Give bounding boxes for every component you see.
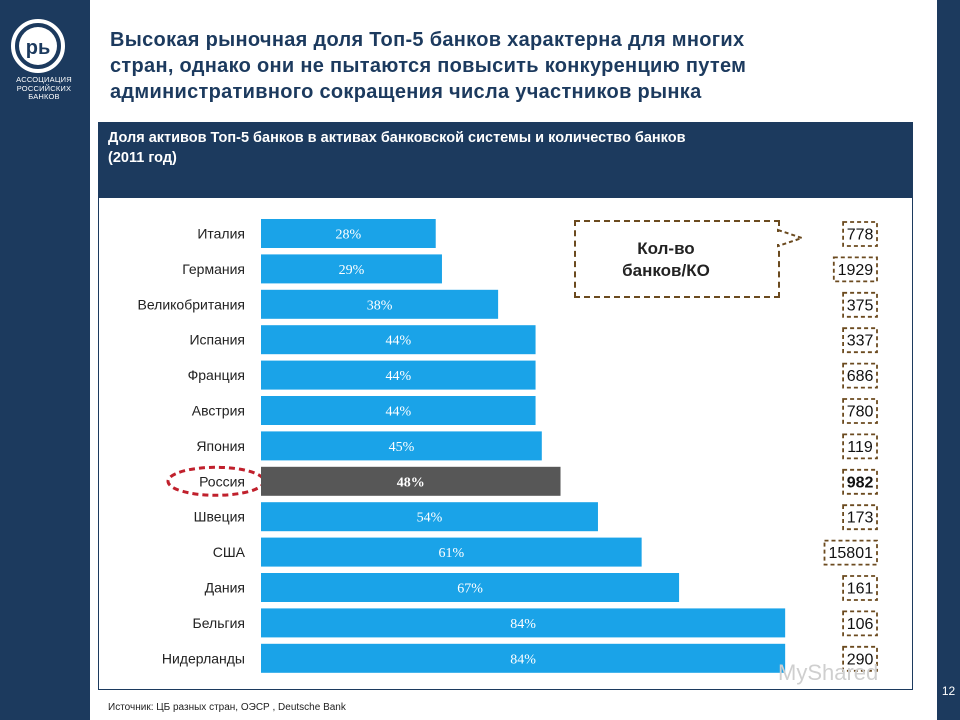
bank-count: 106	[847, 616, 874, 633]
bank-count: 337	[847, 333, 874, 350]
bar	[261, 573, 680, 602]
chart-title-line-1: Доля активов Топ-5 банков в активах банк…	[108, 130, 686, 146]
bank-count-box	[842, 362, 878, 389]
bank-count: 982	[847, 474, 874, 491]
data-label: 28%	[336, 228, 362, 243]
bar	[261, 502, 598, 532]
legend-label: Кол-во банков/КО	[576, 238, 756, 282]
category-label: Великобритания	[137, 296, 245, 312]
logo-emblem-icon: рь	[11, 19, 65, 73]
data-label: 61%	[438, 546, 464, 561]
category-label: Россия	[199, 473, 245, 489]
bank-count: 173	[847, 510, 874, 527]
bank-count-box	[842, 327, 878, 354]
right-side-band	[937, 0, 960, 720]
bank-count: 686	[847, 368, 874, 385]
chart-title: Доля активов Топ-5 банков в активах банк…	[108, 128, 888, 168]
category-label: Швеция	[194, 509, 245, 525]
logo-line-2: РОССИЙСКИХ	[16, 83, 72, 93]
bank-count-box	[842, 575, 878, 601]
category-label: Бельгия	[193, 615, 245, 631]
bank-count: 290	[847, 651, 874, 668]
bank-count-legend-callout: Кол-во банков/КО	[574, 220, 780, 298]
slide-title-line-3: административного сокращения числа участ…	[110, 81, 702, 103]
category-label: США	[213, 544, 246, 560]
bar	[261, 360, 536, 390]
bar	[261, 289, 499, 319]
data-label: 84%	[510, 617, 536, 632]
data-label: 54%	[417, 511, 443, 526]
data-label: 38%	[367, 298, 393, 313]
category-label: Германия	[182, 261, 245, 277]
bank-count-box	[842, 610, 878, 637]
bar	[261, 643, 786, 673]
logo-letters: рь	[26, 37, 51, 59]
bank-count-box	[842, 291, 878, 318]
bank-count: 778	[847, 227, 874, 244]
bank-count-box	[842, 645, 878, 672]
source-note: Источник: ЦБ разных стран, ОЭСР , Deutsc…	[108, 702, 346, 713]
bank-count-box	[842, 433, 878, 460]
data-label: 29%	[339, 263, 365, 278]
watermark: MyShared	[778, 660, 879, 685]
data-label: 48%	[397, 475, 425, 490]
chart-title-line-2: (2011 год)	[108, 150, 177, 166]
bank-count: 161	[847, 581, 874, 598]
category-label: Испания	[189, 332, 245, 348]
bank-count: 119	[847, 439, 873, 456]
legend-label-line-1: Кол-во	[637, 239, 695, 258]
data-label: 45%	[389, 440, 415, 455]
slide-title-line-1: Высокая рыночная доля Топ-5 банков харак…	[110, 29, 745, 51]
logo-line-1: АССОЦИАЦИЯ	[16, 75, 72, 84]
category-label: Нидерланды	[162, 650, 245, 666]
legend-pointer-icon	[776, 228, 806, 248]
category-label: Франция	[188, 367, 245, 383]
bank-count: 375	[847, 297, 874, 314]
bank-count-box	[842, 221, 878, 247]
data-label: 84%	[510, 652, 536, 667]
bar	[261, 608, 786, 638]
data-label: 44%	[385, 334, 411, 349]
category-label: Япония	[196, 438, 245, 454]
chart-panel-header: Доля активов Топ-5 банков в активах банк…	[98, 122, 913, 198]
legend-label-line-2: банков/КО	[622, 261, 710, 280]
data-label: 67%	[457, 582, 483, 597]
category-label: Италия	[197, 226, 245, 242]
logo-caption: АССОЦИАЦИЯ РОССИЙСКИХ БАНКОВ	[4, 75, 84, 102]
bank-count-box	[832, 256, 878, 283]
slide-title-line-2: стран, однако они не пытаются повысить к…	[110, 55, 747, 77]
bar	[261, 431, 542, 461]
bank-count: 780	[847, 404, 874, 421]
bank-count-box	[823, 539, 878, 566]
data-label: 44%	[385, 405, 411, 420]
association-logo: рь АССОЦИАЦИЯ РОССИЙСКИХ БАНКОВ	[4, 16, 82, 116]
page-number: 12	[941, 684, 956, 698]
category-label: Австрия	[192, 403, 245, 419]
bar	[261, 537, 642, 567]
bar	[261, 254, 442, 284]
bank-count-box	[842, 398, 878, 424]
bank-count-box	[842, 504, 878, 531]
logo-line-3: БАНКОВ	[28, 92, 60, 101]
bank-count: 15801	[829, 545, 874, 562]
data-label: 44%	[385, 369, 411, 384]
category-label: Дания	[205, 580, 245, 596]
bar	[261, 219, 436, 248]
bank-count-box	[842, 468, 878, 495]
slide-title: Высокая рыночная доля Топ-5 банков харак…	[110, 27, 910, 105]
bar	[261, 466, 561, 496]
bank-count: 1929	[838, 262, 874, 279]
bar	[261, 396, 536, 425]
left-side-band	[0, 0, 90, 720]
bar	[261, 325, 536, 355]
